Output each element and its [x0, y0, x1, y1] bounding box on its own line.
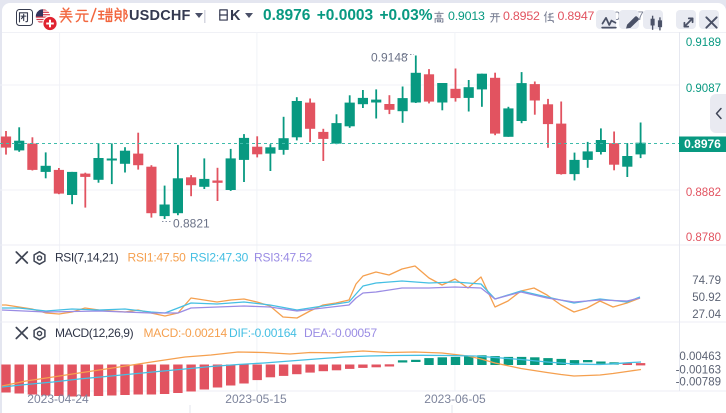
svg-text:RSI(7,14,21): RSI(7,14,21): [55, 251, 119, 265]
svg-text:0.00463: 0.00463: [679, 351, 721, 363]
svg-text:0.8780: 0.8780: [686, 232, 721, 244]
svg-text:DIF:-0.00164: DIF:-0.00164: [229, 326, 297, 340]
svg-text:0.8882: 0.8882: [686, 187, 721, 199]
svg-text:2023-05-15: 2023-05-15: [225, 392, 287, 406]
svg-text:MACD:-0.00214: MACD:-0.00214: [144, 326, 228, 340]
svg-text:0.9189: 0.9189: [686, 37, 721, 49]
svg-text:0.9087: 0.9087: [686, 83, 721, 95]
svg-text:-0.00789: -0.00789: [676, 377, 721, 389]
svg-text:-0.00163: -0.00163: [676, 365, 721, 377]
svg-text:MACD(12,26,9): MACD(12,26,9): [55, 326, 134, 340]
svg-text:50.92: 50.92: [692, 292, 721, 304]
svg-text:DEA:-0.00057: DEA:-0.00057: [304, 326, 378, 340]
svg-text:RSI2:47.30: RSI2:47.30: [190, 251, 249, 265]
svg-text:2023-06-05: 2023-06-05: [424, 392, 486, 406]
svg-text:RSI1:47.50: RSI1:47.50: [128, 251, 187, 265]
svg-text:74.79: 74.79: [692, 275, 721, 287]
svg-text:0.8821: 0.8821: [173, 217, 210, 231]
svg-text:0.8976: 0.8976: [684, 137, 721, 151]
svg-text:27.04: 27.04: [692, 309, 721, 321]
svg-text:RSI3:47.52: RSI3:47.52: [254, 251, 313, 265]
svg-text:2023-04-24: 2023-04-24: [27, 392, 89, 406]
svg-text:0.9148: 0.9148: [371, 51, 408, 65]
